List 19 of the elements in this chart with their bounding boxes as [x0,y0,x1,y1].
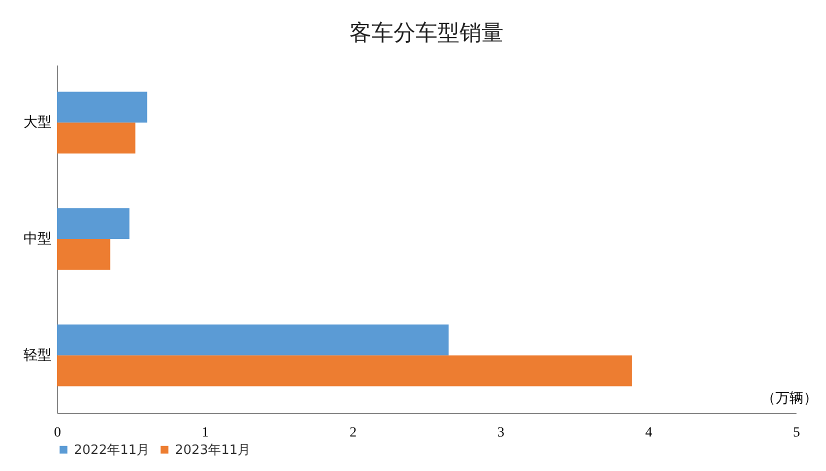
bar [57,355,632,386]
y-tick-label: 中型 [24,231,52,247]
x-tick-label: 0 [54,426,61,440]
y-tick-label: 大型 [24,114,52,131]
x-tick-label: 1 [202,426,209,440]
x-axis-title: （万辆） [762,390,818,406]
x-tick-label: 3 [497,426,504,440]
y-tick-label: 轻型 [24,347,52,364]
legend-label: 2022年11月 [74,442,150,458]
bar [57,208,130,239]
bar [57,122,136,154]
chart-title: 客车分车型销量 [350,21,504,46]
bar [57,92,148,123]
bar [57,239,110,270]
x-tick-label: 4 [645,426,652,440]
bar [57,324,449,356]
legend-label: 2023年11月 [175,442,251,458]
x-tick-label: 2 [350,426,357,440]
x-tick-label: 5 [793,426,800,440]
